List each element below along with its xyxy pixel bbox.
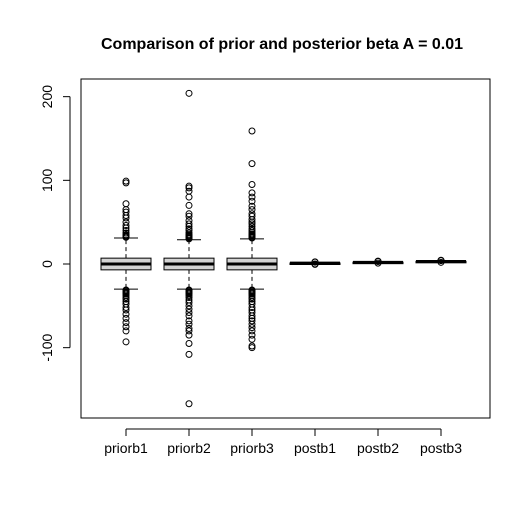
outlier-point	[185, 89, 193, 97]
outlier-point	[248, 286, 256, 294]
outlier-point	[311, 258, 319, 266]
outlier-point	[122, 338, 130, 346]
box-priorb3	[226, 127, 278, 352]
y-tick-label: 0	[39, 260, 55, 268]
outlier-point	[122, 327, 130, 335]
outlier-point	[185, 298, 193, 306]
outlier-point	[122, 177, 130, 185]
outlier-point	[122, 222, 130, 230]
outlier-point	[185, 212, 193, 220]
outlier-point	[185, 324, 193, 332]
outlier-point	[248, 127, 256, 135]
outlier-point	[248, 225, 256, 233]
y-tick-label: 200	[39, 85, 55, 109]
x-tick-label: priorb1	[104, 440, 148, 456]
outlier-point	[248, 210, 256, 218]
outlier-point	[185, 182, 193, 190]
outlier-point	[185, 331, 193, 339]
x-tick-label: postb1	[294, 440, 336, 456]
outlier-point	[185, 327, 193, 335]
outlier-point	[185, 193, 193, 201]
outlier-point	[248, 342, 256, 350]
outlier-point	[122, 300, 130, 308]
plot-frame	[80, 78, 491, 419]
outlier-point	[185, 350, 193, 358]
outlier-point	[248, 181, 256, 189]
outlier-point	[248, 197, 256, 205]
plot-area	[100, 89, 467, 408]
outlier-point	[185, 216, 193, 224]
outlier-point	[122, 310, 130, 318]
outlier-point	[185, 229, 193, 237]
outlier-point	[248, 335, 256, 343]
box-postb1	[289, 258, 341, 268]
outlier-point	[248, 300, 256, 308]
y-axis: -100 0 100 200	[39, 85, 71, 362]
outlier-point	[185, 305, 193, 313]
outlier-point	[185, 339, 193, 347]
outlier-point	[185, 210, 193, 218]
outlier-point	[122, 314, 130, 322]
outlier-point	[122, 208, 130, 216]
outlier-point	[437, 256, 445, 264]
outlier-point	[248, 309, 256, 317]
outlier-point	[185, 312, 193, 320]
outlier-point	[248, 324, 256, 332]
outlier-point	[248, 189, 256, 197]
outlier-point	[248, 317, 256, 325]
x-tick-label: postb2	[357, 440, 399, 456]
outlier-point	[185, 220, 193, 228]
outlier-point	[248, 331, 256, 339]
outlier-point	[374, 257, 382, 265]
outlier-point	[185, 225, 193, 233]
outlier-point	[122, 323, 130, 331]
outlier-point	[311, 260, 319, 268]
y-tick-label: 100	[39, 168, 55, 192]
outlier-point	[122, 319, 130, 327]
outlier-point	[248, 327, 256, 335]
y-tick-label: -100	[39, 333, 55, 361]
x-axis: priorb1 priorb2 priorb3 postb1 postb2 postb3	[104, 428, 462, 456]
box-priorb1	[100, 177, 152, 346]
outlier-point	[248, 212, 256, 220]
outlier-point	[122, 227, 130, 235]
outlier-point	[185, 187, 193, 195]
x-tick-label: postb3	[420, 440, 462, 456]
box-postb2	[352, 257, 404, 267]
outlier-point	[185, 309, 193, 317]
chart-title: Comparison of prior and posterior beta A…	[101, 36, 463, 53]
outlier-point	[248, 193, 256, 201]
outlier-point	[248, 206, 256, 214]
outlier-point	[185, 320, 193, 328]
box-priorb2	[163, 89, 215, 408]
outlier-point	[185, 400, 193, 408]
outlier-point	[122, 200, 130, 208]
outlier-point	[248, 222, 256, 230]
outlier-point	[185, 201, 193, 209]
x-tick-label: priorb3	[230, 440, 274, 456]
box-postb3	[415, 256, 467, 266]
outlier-point	[122, 286, 130, 294]
outlier-point	[248, 202, 256, 210]
outlier-point	[185, 286, 193, 294]
outlier-point	[122, 218, 130, 226]
x-tick-label: priorb2	[167, 440, 211, 456]
outlier-point	[122, 229, 130, 237]
outlier-point	[185, 317, 193, 325]
outlier-point	[248, 160, 256, 168]
